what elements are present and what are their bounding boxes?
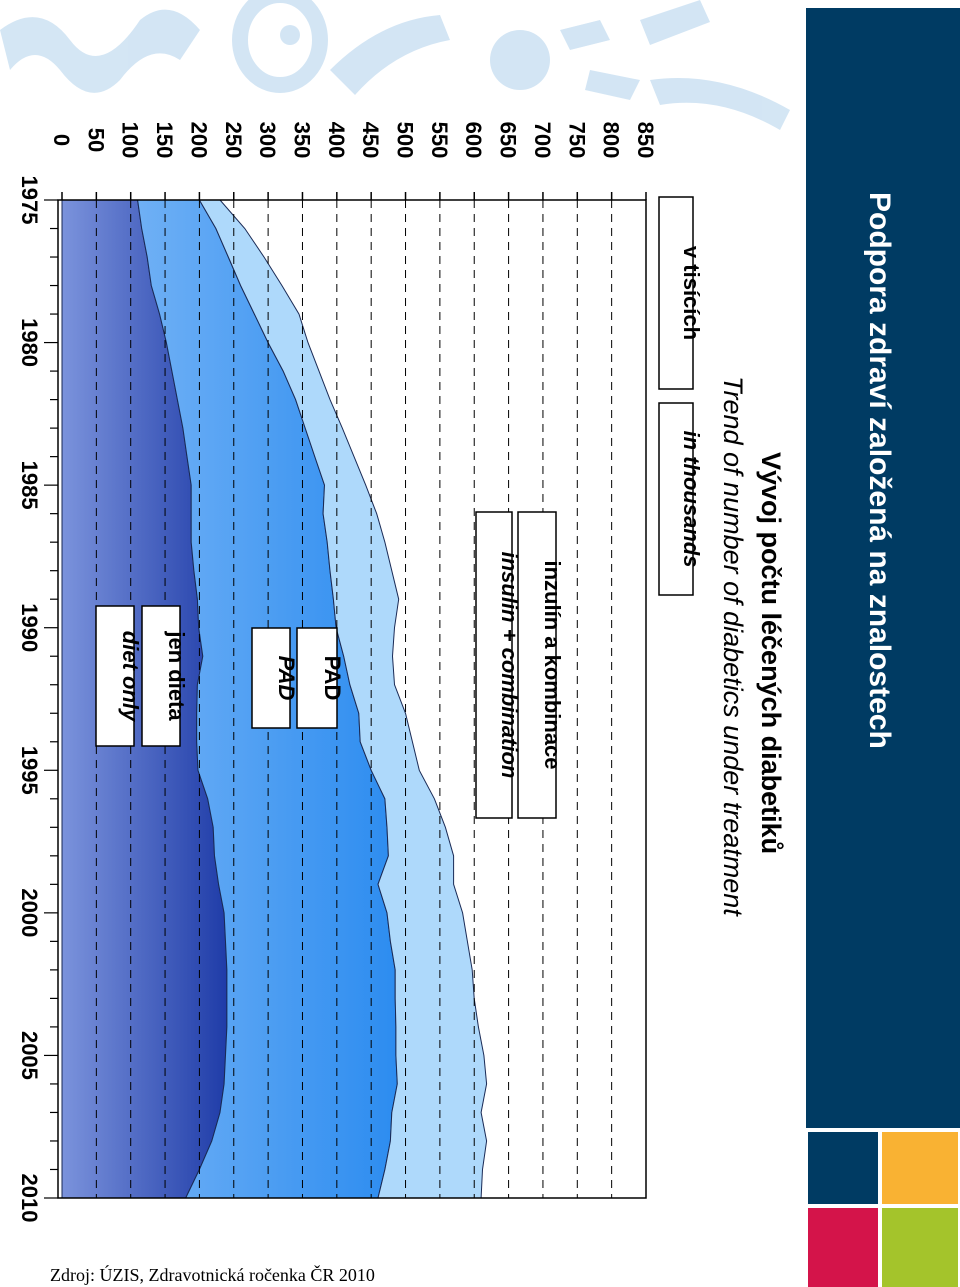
chart-subtitle: Trend of number of diabetics under treat… bbox=[718, 376, 748, 917]
x-tick-label: 1985 bbox=[17, 461, 42, 510]
svg-text:PAD: PAD bbox=[320, 656, 345, 701]
source-note: Zdroj: ÚZIS, Zdravotnická ročenka ČR 201… bbox=[50, 1264, 375, 1285]
y-tick-label: 350 bbox=[289, 122, 314, 159]
svg-text:v tisících: v tisících bbox=[679, 246, 704, 340]
svg-text:in thousands: in thousands bbox=[679, 431, 704, 568]
y-tick-label: 800 bbox=[599, 122, 624, 159]
y-tick-label: 150 bbox=[152, 122, 177, 159]
y-tick-label: 300 bbox=[255, 122, 280, 159]
corner-square-2 bbox=[882, 1132, 958, 1204]
y-tick-label: 100 bbox=[118, 122, 143, 159]
header-band bbox=[806, 8, 960, 1128]
y-tick-label: 200 bbox=[186, 122, 211, 159]
y-tick-label: 400 bbox=[324, 122, 349, 159]
unit-box-cz: v tisících bbox=[658, 196, 704, 390]
x-tick-label: 1980 bbox=[17, 318, 42, 367]
y-tick-label: 550 bbox=[427, 122, 452, 159]
svg-text:insulin + combination: insulin + combination bbox=[497, 552, 522, 779]
corner-square-4 bbox=[882, 1208, 958, 1287]
x-tick-label: 1990 bbox=[17, 603, 42, 652]
y-tick-label: 600 bbox=[461, 122, 486, 159]
series-label-diet-en: diet only bbox=[95, 605, 143, 747]
x-tick-label: 2010 bbox=[17, 1174, 42, 1223]
series-label-pad-cz: PAD bbox=[296, 627, 345, 729]
svg-text:jen dieta: jen dieta bbox=[164, 630, 189, 721]
decorative-logo-icon bbox=[0, 0, 790, 130]
unit-box-en: in thousands bbox=[658, 402, 704, 596]
y-tick-label: 50 bbox=[83, 128, 108, 152]
svg-text:inzulín a kombinace: inzulín a kombinace bbox=[540, 560, 565, 769]
svg-text:PAD: PAD bbox=[274, 656, 299, 701]
y-tick-label: 250 bbox=[221, 122, 246, 159]
x-tick-label: 1975 bbox=[17, 176, 42, 225]
x-tick-label: 2005 bbox=[17, 1031, 42, 1080]
plot-frame bbox=[57, 199, 647, 1199]
series-label-pad-en: PAD bbox=[251, 627, 299, 729]
y-tick-label: 450 bbox=[358, 122, 383, 159]
slide-title: Podpora zdraví založená na znalostech bbox=[863, 192, 896, 749]
x-tick-label: 1995 bbox=[17, 746, 42, 795]
y-tick-label: 750 bbox=[564, 122, 589, 159]
series-label-insulin-en: insulin + combination bbox=[475, 511, 522, 819]
y-tick-label: 700 bbox=[530, 122, 555, 159]
y-tick-label: 850 bbox=[633, 122, 658, 159]
y-tick-label: 0 bbox=[49, 134, 74, 146]
series-label-insulin-cz: inzulín a kombinace bbox=[517, 511, 565, 819]
svg-text:diet only: diet only bbox=[118, 631, 143, 723]
corner-square-3 bbox=[808, 1208, 878, 1287]
chart: 0 50 100 150 200 250 300 350 400 450 500 550 600 650 7… bbox=[17, 122, 786, 1223]
chart-title: Vývoj počtu léčených diabetiků bbox=[756, 452, 786, 854]
corner-square-1 bbox=[808, 1132, 878, 1204]
x-tick-label: 2000 bbox=[17, 888, 42, 937]
series-label-diet-cz: jen dieta bbox=[141, 605, 189, 747]
y-tick-label: 500 bbox=[393, 122, 418, 159]
y-tick-label: 650 bbox=[496, 122, 521, 159]
